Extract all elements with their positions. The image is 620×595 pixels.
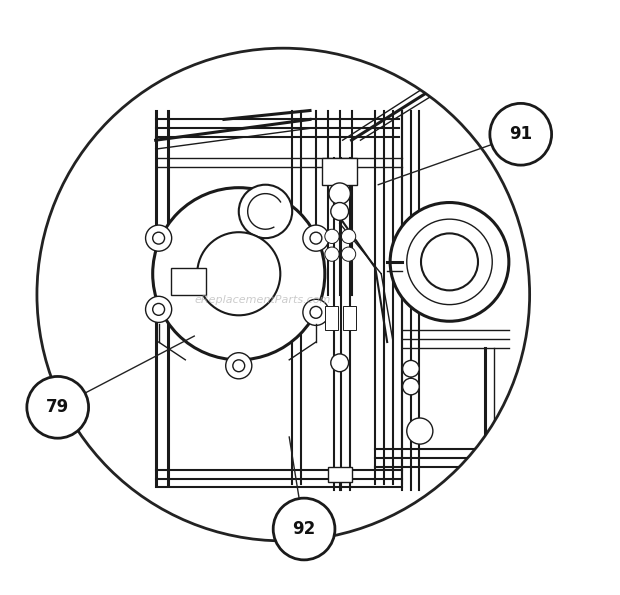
Text: eReplacementParts.com: eReplacementParts.com: [194, 296, 330, 305]
Circle shape: [331, 202, 348, 220]
Text: 79: 79: [46, 398, 69, 416]
Circle shape: [153, 232, 164, 244]
Circle shape: [421, 233, 478, 290]
Circle shape: [273, 498, 335, 560]
Circle shape: [407, 418, 433, 444]
Circle shape: [402, 378, 419, 395]
Circle shape: [146, 296, 172, 322]
Circle shape: [303, 299, 329, 325]
Circle shape: [490, 104, 552, 165]
Circle shape: [331, 354, 348, 372]
FancyBboxPatch shape: [325, 306, 338, 330]
Circle shape: [310, 232, 322, 244]
Circle shape: [153, 187, 325, 360]
Circle shape: [310, 306, 322, 318]
Circle shape: [226, 353, 252, 379]
Circle shape: [390, 202, 509, 321]
Circle shape: [342, 247, 356, 261]
Circle shape: [146, 225, 172, 251]
Circle shape: [407, 219, 492, 305]
Circle shape: [153, 303, 164, 315]
Circle shape: [325, 247, 339, 261]
FancyBboxPatch shape: [343, 306, 356, 330]
FancyBboxPatch shape: [328, 466, 352, 481]
Circle shape: [402, 361, 419, 377]
Circle shape: [239, 184, 292, 238]
Circle shape: [233, 360, 245, 372]
Circle shape: [37, 48, 529, 541]
Text: 91: 91: [509, 126, 533, 143]
FancyBboxPatch shape: [170, 268, 206, 295]
Circle shape: [197, 232, 280, 315]
Circle shape: [342, 229, 356, 243]
Text: 92: 92: [293, 520, 316, 538]
FancyBboxPatch shape: [322, 158, 358, 184]
Circle shape: [303, 225, 329, 251]
Circle shape: [27, 377, 89, 438]
Circle shape: [329, 183, 350, 204]
Circle shape: [325, 229, 339, 243]
